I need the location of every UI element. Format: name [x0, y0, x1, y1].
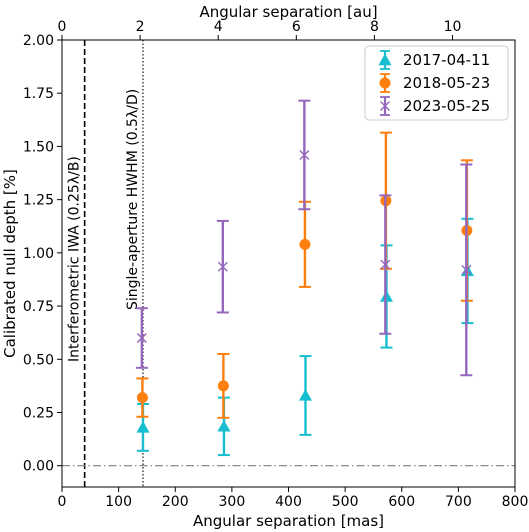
legend-label: 2017-04-11: [403, 51, 490, 69]
y-axis-label: Calibrated null depth [%]: [1, 169, 19, 358]
x-tick-label: 0: [58, 494, 67, 510]
data-point-x: [380, 259, 391, 270]
data-point-circle: [379, 77, 391, 89]
x-tick-label: 700: [445, 494, 472, 510]
x2-tick-label: 8: [370, 19, 379, 35]
legend-box: [364, 45, 509, 121]
data-point-x: [299, 149, 310, 160]
reference-line-label: Interferometric IWA (0.25λ/B): [67, 156, 83, 362]
legend: 2017-04-11 2018-05-23 2023-05-25: [364, 45, 509, 121]
y-tick-label: 2.00: [23, 33, 54, 49]
data-point-x: [380, 101, 390, 111]
y-tick-label: 0.75: [23, 299, 54, 315]
y-tick-label: 0.25: [23, 406, 54, 422]
y-tick-label: 1.50: [23, 139, 54, 155]
legend-label: 2018-05-23: [403, 74, 490, 92]
x-tick-label: 200: [162, 494, 189, 510]
top-x-axis-label: Angular separation [au]: [199, 3, 377, 21]
data-point-triangle: [136, 420, 150, 433]
data-point-triangle: [217, 419, 231, 432]
chart-marks: [135, 99, 474, 457]
y-tick-label: 1.00: [23, 246, 54, 262]
data-point-circle: [299, 238, 311, 250]
data-point-circle: [217, 380, 229, 392]
x2-tick-label: 10: [444, 19, 462, 35]
x-tick-label: 800: [502, 494, 529, 510]
x-tick-label: 400: [275, 494, 302, 510]
y-tick-label: 0.00: [23, 459, 54, 475]
legend-label: 2023-05-25: [403, 97, 490, 115]
x2-tick-label: 0: [58, 19, 67, 35]
y-tick-label: 0.50: [23, 352, 54, 368]
reference-line-label: Single-aperture HWHM (0.5λ/D): [125, 89, 141, 310]
x-tick-label: 600: [388, 494, 415, 510]
data-point-x: [136, 333, 147, 343]
x2-tick-label: 2: [136, 19, 145, 35]
x-tick-label: 500: [332, 494, 359, 510]
data-point-x: [461, 264, 472, 275]
plot-area: Interferometric IWA (0.25λ/B) Single-aper…: [62, 40, 515, 487]
axes: 0 100 200 300 400 500 600 700 800 0 2 4 6 8 10 0.00 0.25…: [23, 19, 529, 510]
y-tick-label: 1.75: [23, 86, 54, 102]
y-tick-label: 1.25: [23, 193, 54, 209]
data-point-x: [217, 261, 228, 272]
x-axis-label: Angular separation [mas]: [193, 512, 384, 530]
data-point-triangle: [378, 53, 392, 66]
x-tick-label: 100: [105, 494, 132, 510]
x-tick-label: 300: [219, 494, 246, 510]
data-point-circle: [136, 392, 148, 404]
data-point-triangle: [298, 388, 312, 401]
x2-tick-label: 6: [292, 19, 301, 35]
x2-tick-label: 4: [214, 19, 223, 35]
